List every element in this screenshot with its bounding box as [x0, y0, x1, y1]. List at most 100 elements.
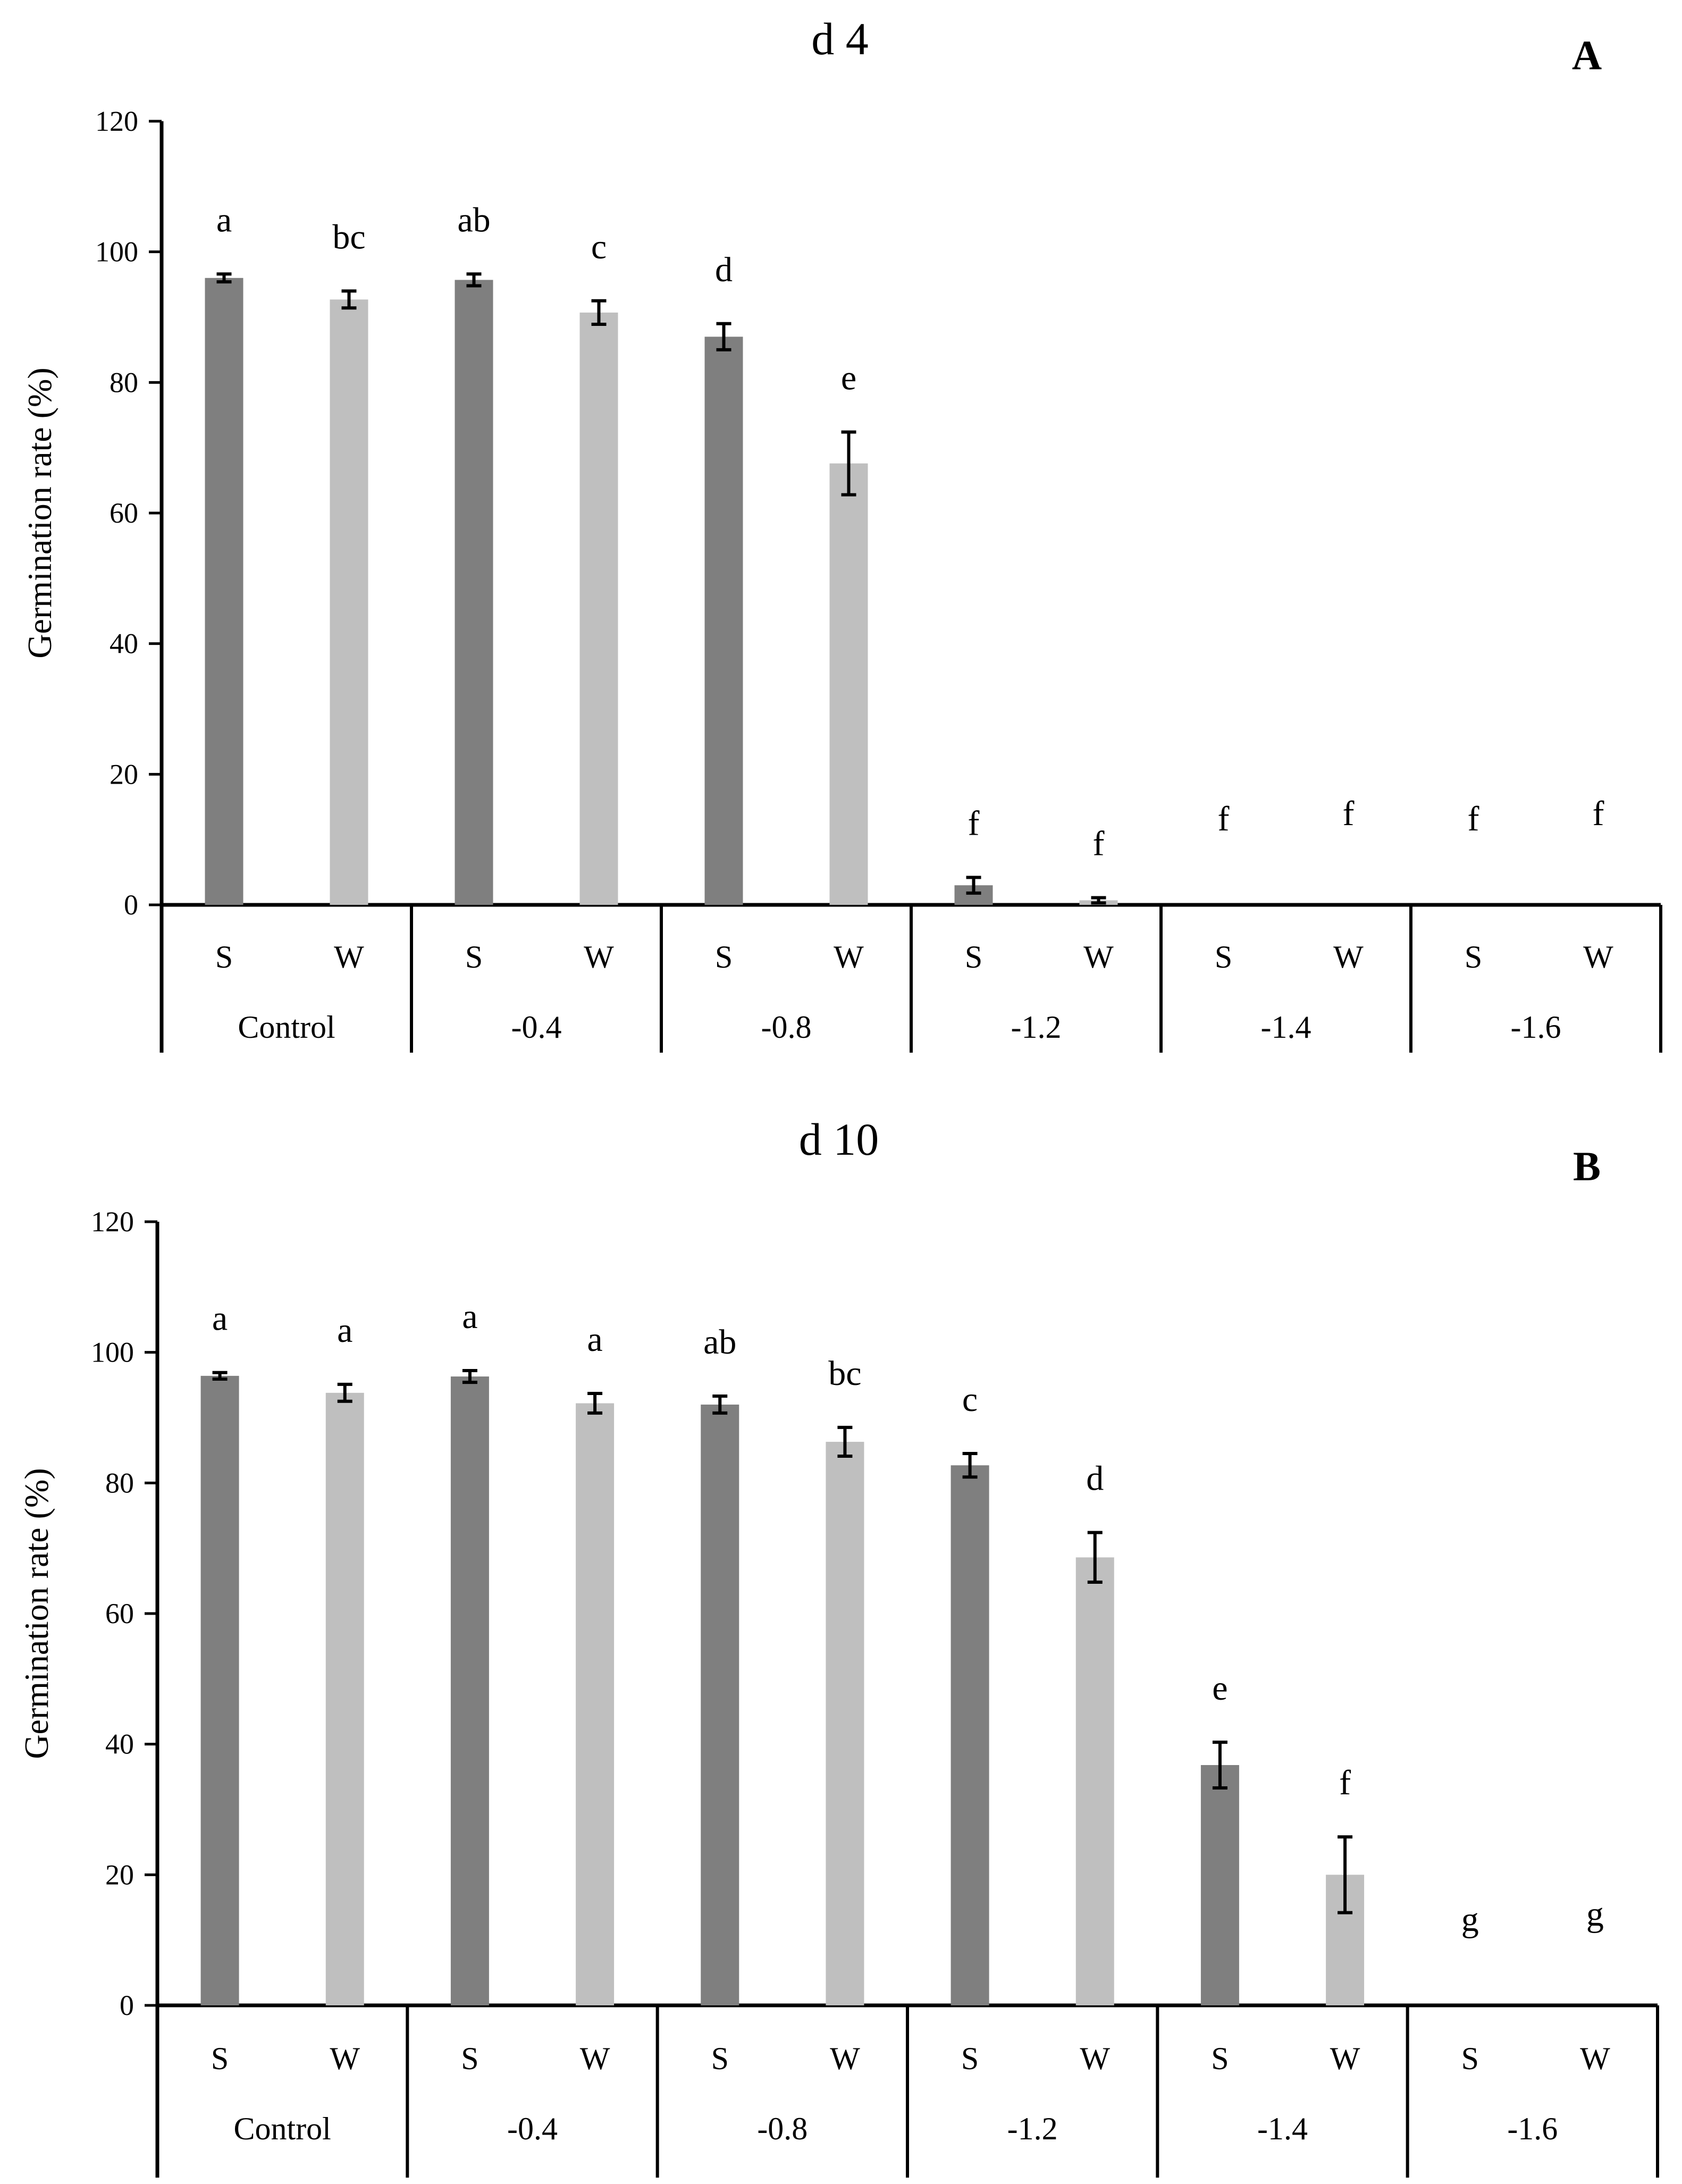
error-bar: [966, 876, 981, 895]
significance-letter: e: [1212, 1669, 1227, 1708]
error-bar: [962, 1452, 978, 1479]
y-tick-label: 0: [124, 889, 138, 921]
error-bar: [587, 1392, 603, 1415]
significance-letter: d: [715, 250, 733, 289]
y-axis-label: Germination rate (%): [21, 367, 58, 658]
significance-letter: d: [1086, 1459, 1104, 1498]
chart-title: d 10: [799, 1114, 879, 1165]
subcategory-label: W: [1080, 2041, 1110, 2076]
significance-letter: g: [1461, 1900, 1479, 1939]
y-tick-label: 40: [110, 628, 138, 660]
y-tick-label: 60: [105, 1598, 134, 1629]
subcategory-label: W: [334, 939, 364, 975]
y-tick-label: 20: [105, 1859, 134, 1891]
y-tick-label: 0: [120, 1989, 134, 2021]
subcategory-label: S: [1211, 2041, 1229, 2076]
error-bar: [841, 430, 856, 497]
error-bar: [212, 1371, 228, 1381]
significance-letter: a: [462, 1297, 477, 1336]
group-label: Control: [238, 1010, 335, 1045]
subcategory-label: S: [211, 2041, 229, 2076]
subcategory-label: W: [1333, 939, 1364, 975]
y-tick-label: 120: [95, 105, 138, 137]
significance-letter: a: [216, 200, 232, 239]
error-bar: [341, 289, 357, 310]
significance-letter: c: [962, 1380, 978, 1419]
bar-w: [1075, 1557, 1114, 2005]
subcategory-label: S: [711, 2041, 729, 2076]
subcategory-label: W: [834, 939, 864, 975]
subcategory-label: S: [715, 939, 733, 975]
error-bar: [466, 272, 482, 288]
significance-letter: a: [212, 1299, 228, 1338]
significance-letter: f: [1468, 800, 1479, 838]
bar-w: [325, 1392, 364, 2005]
significance-letter: f: [1343, 794, 1355, 833]
chart-panel-b: d 10 B Germination rate (%) 0 20 40 60 80 100 120…: [18, 1114, 1659, 2178]
subcategory-label: S: [965, 939, 982, 975]
significance-letter: f: [1339, 1763, 1351, 1802]
subcategory-label: W: [1330, 2041, 1360, 2076]
significance-letter: f: [1218, 800, 1230, 838]
y-tick-label: 20: [110, 758, 138, 790]
group-label: Control: [233, 2111, 331, 2146]
significance-letter: f: [1593, 794, 1604, 833]
error-bar: [216, 272, 232, 284]
group-label: -0.4: [507, 2111, 558, 2146]
significance-letter: g: [1586, 1895, 1604, 1934]
bar-s: [1200, 1765, 1239, 2005]
y-tick-label: 80: [110, 366, 138, 398]
y-tick-label: 80: [105, 1467, 134, 1499]
bar-w: [826, 1441, 864, 2005]
error-bar: [1212, 1740, 1227, 1790]
subcategory-label: W: [330, 2041, 360, 2076]
subcategory-label: S: [215, 939, 233, 975]
significance-letter: a: [587, 1320, 602, 1359]
group-label: -1.4: [1257, 2111, 1308, 2146]
group-label: -1.6: [1507, 2111, 1558, 2146]
bar-w: [579, 312, 618, 905]
y-tick-label: 40: [105, 1728, 134, 1760]
bar-s: [205, 278, 243, 905]
panel-letter: B: [1573, 1143, 1601, 1189]
bar-s: [704, 337, 743, 905]
error-bar: [1087, 1531, 1103, 1584]
error-bar: [1091, 896, 1106, 905]
subcategory-label: W: [1083, 939, 1114, 975]
group-label: -1.6: [1511, 1010, 1561, 1045]
bar-w: [576, 1403, 615, 2005]
subcategory-label: S: [1461, 2041, 1479, 2076]
subcategory-label: S: [1215, 939, 1232, 975]
y-tick-label: 100: [91, 1337, 134, 1368]
y-axis-label: Germination rate (%): [18, 1468, 55, 1759]
error-bar: [1338, 1835, 1353, 1914]
subcategory-label: S: [1465, 939, 1482, 975]
error-bar: [462, 1369, 477, 1384]
significance-letter: a: [337, 1311, 352, 1350]
subcategory-label: S: [465, 939, 483, 975]
significance-letter: c: [591, 228, 607, 266]
y-tick-label: 120: [91, 1206, 134, 1238]
significance-letter: f: [968, 804, 980, 843]
group-label: -1.4: [1261, 1010, 1311, 1045]
y-tick-label: 100: [95, 236, 138, 268]
error-bar: [716, 322, 731, 351]
group-label: -1.2: [1011, 1010, 1062, 1045]
error-bar: [712, 1394, 728, 1415]
significance-letter: e: [841, 359, 856, 398]
subcategory-label: W: [830, 2041, 860, 2076]
bar-w: [829, 463, 868, 905]
panel-letter: A: [1572, 32, 1602, 78]
significance-letter: bc: [828, 1354, 861, 1393]
subcategory-label: S: [961, 2041, 979, 2076]
bar-w: [330, 299, 368, 905]
chart-title: d 4: [811, 13, 869, 64]
subcategory-label: W: [1580, 2041, 1610, 2076]
significance-letter: bc: [332, 217, 365, 256]
significance-letter: ab: [703, 1323, 736, 1362]
subcategory-label: W: [1583, 939, 1613, 975]
subcategory-label: W: [580, 2041, 610, 2076]
group-label: -1.2: [1007, 2111, 1058, 2146]
error-bar: [591, 299, 607, 326]
